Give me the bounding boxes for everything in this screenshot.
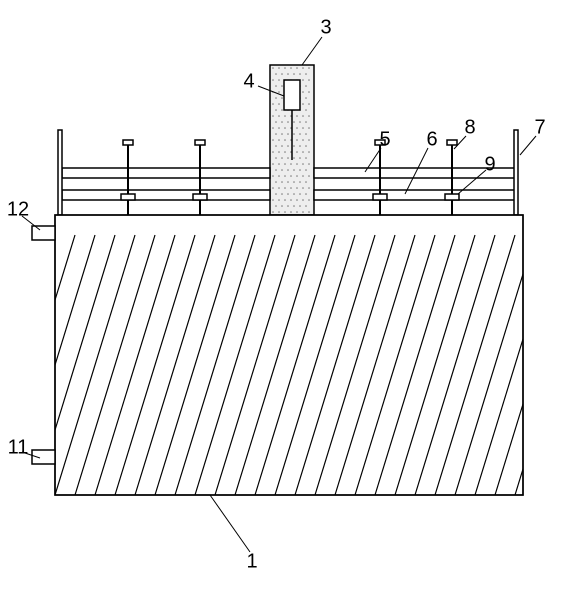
center-column: [270, 65, 314, 215]
label-8: 8: [464, 116, 475, 138]
callout-3: 3: [302, 16, 332, 65]
end-post-right: [514, 130, 518, 215]
callout-12: 12: [7, 198, 40, 230]
column-inner-box: [284, 80, 300, 110]
callout-5: 5: [365, 128, 391, 172]
rail-lower-left: [62, 190, 270, 200]
label-5: 5: [379, 128, 390, 150]
callout-1: 1: [210, 495, 258, 572]
label-9: 9: [484, 153, 495, 175]
label-1: 1: [246, 550, 257, 572]
rail-upper-left: [62, 168, 270, 178]
label-6: 6: [426, 128, 437, 150]
end-post-left: [58, 130, 62, 215]
callout-6: 6: [405, 128, 438, 194]
callout-7: 7: [520, 116, 546, 155]
label-12: 12: [7, 198, 29, 220]
main-body: [0, 215, 577, 495]
port-12: [32, 226, 55, 240]
label-7: 7: [534, 116, 545, 138]
label-4: 4: [243, 70, 254, 92]
label-3: 3: [320, 16, 331, 38]
label-11: 11: [8, 436, 29, 458]
rail-lower-right: [314, 190, 516, 200]
